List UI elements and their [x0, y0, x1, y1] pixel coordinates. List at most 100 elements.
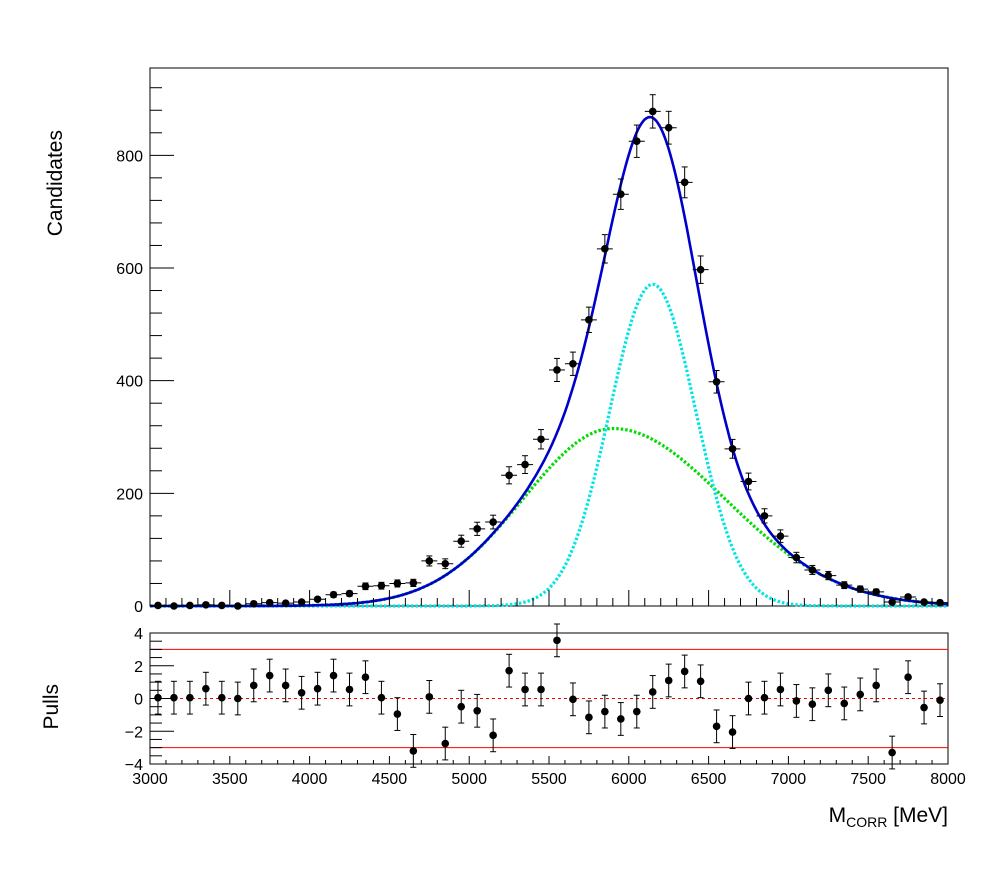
data-marker	[904, 593, 912, 601]
pull-point	[377, 680, 386, 715]
data-point	[580, 306, 597, 333]
pull-point	[329, 658, 338, 693]
pull-marker	[936, 696, 944, 704]
pull-point	[632, 694, 641, 729]
data-point	[676, 166, 693, 199]
data-marker	[218, 601, 226, 610]
pull-point	[521, 672, 529, 707]
data-point	[229, 602, 246, 610]
data-marker	[521, 460, 529, 469]
data-point	[884, 598, 901, 606]
data-point	[916, 598, 933, 606]
pull-point	[712, 709, 721, 744]
pull-reference-lines	[150, 648, 948, 749]
pull-marker	[617, 715, 625, 723]
data-point	[852, 585, 869, 593]
pull-marker	[329, 671, 338, 680]
data-marker	[680, 178, 689, 187]
pull-x-axis: 3000 3500 4000 4500 5000 5500 6000 6500 7000 7500…	[132, 756, 966, 788]
pull-marker	[377, 693, 386, 702]
pull-marker	[393, 710, 402, 718]
data-marker	[712, 377, 721, 386]
pull-marker	[457, 702, 466, 711]
pull-marker	[601, 707, 609, 716]
data-point	[820, 570, 837, 581]
x-tick-label: 3000	[132, 771, 168, 788]
pull-point	[664, 663, 673, 698]
y-tick-label: 600	[116, 261, 143, 278]
data-marker	[297, 598, 306, 606]
pull-marker	[553, 636, 561, 645]
data-point	[517, 455, 534, 474]
pull-marker	[425, 693, 434, 701]
pull-point	[170, 680, 178, 715]
data-marker	[154, 601, 162, 610]
data-marker	[249, 599, 258, 608]
data-marker	[936, 598, 944, 607]
pull-y-tick-label: 4	[134, 626, 143, 643]
pull-marker	[473, 706, 481, 715]
data-point	[261, 598, 278, 607]
data-marker	[920, 598, 928, 606]
data-point	[660, 110, 677, 145]
pull-point	[345, 672, 354, 707]
pull-marker	[648, 688, 657, 696]
data-point	[501, 466, 518, 485]
pull-point	[696, 664, 705, 699]
pull-marker	[824, 686, 833, 695]
data-point	[772, 529, 789, 543]
data-point	[692, 255, 709, 284]
pull-point	[872, 668, 880, 703]
pull-marker	[249, 681, 258, 690]
data-point	[756, 508, 773, 524]
pull-marker	[202, 684, 210, 693]
pull-point	[824, 673, 833, 708]
pull-point	[585, 700, 593, 735]
pull-marker	[569, 695, 577, 704]
pull-marker	[265, 671, 274, 680]
pull-marker	[489, 731, 497, 740]
pull-panel: 3000 3500 4000 4500 5000 5500 6000 6500 7000 7500…	[40, 623, 966, 830]
data-point	[197, 601, 214, 609]
pull-marker	[872, 681, 880, 690]
pull-marker	[281, 681, 290, 690]
data-point	[708, 370, 725, 394]
data-marker	[281, 599, 290, 607]
pull-point	[792, 684, 801, 718]
pull-point	[744, 681, 753, 716]
pull-point	[233, 681, 242, 716]
data-marker	[648, 107, 657, 116]
pull-point	[218, 680, 226, 715]
pull-marker	[297, 688, 306, 697]
pull-marker	[760, 693, 769, 702]
data-point	[277, 599, 294, 607]
data-marker	[393, 579, 402, 588]
pull-marker	[537, 685, 545, 694]
pull-marker	[233, 694, 242, 703]
pull-marker	[744, 694, 753, 703]
x-tick-label: 4500	[372, 771, 408, 788]
pull-point	[648, 675, 657, 709]
pull-point	[505, 653, 513, 688]
pull-marker	[441, 739, 450, 748]
data-point	[437, 558, 454, 570]
pull-point	[680, 654, 689, 689]
data-point	[373, 581, 390, 590]
y-tick-label: 400	[116, 374, 143, 391]
pull-point	[393, 697, 402, 731]
pull-marker	[632, 707, 641, 716]
data-marker	[233, 602, 242, 610]
pull-marker	[585, 713, 593, 722]
data-point	[788, 551, 805, 564]
pull-y-axis-title: Pulls	[40, 684, 63, 730]
pull-point	[840, 686, 849, 721]
pull-point	[537, 672, 545, 707]
data-marker	[409, 579, 418, 587]
data-point	[564, 351, 581, 376]
pull-point	[409, 734, 418, 768]
data-marker	[425, 557, 434, 565]
data-marker	[617, 190, 625, 198]
pull-point	[888, 735, 896, 770]
pull-marker	[888, 748, 896, 757]
